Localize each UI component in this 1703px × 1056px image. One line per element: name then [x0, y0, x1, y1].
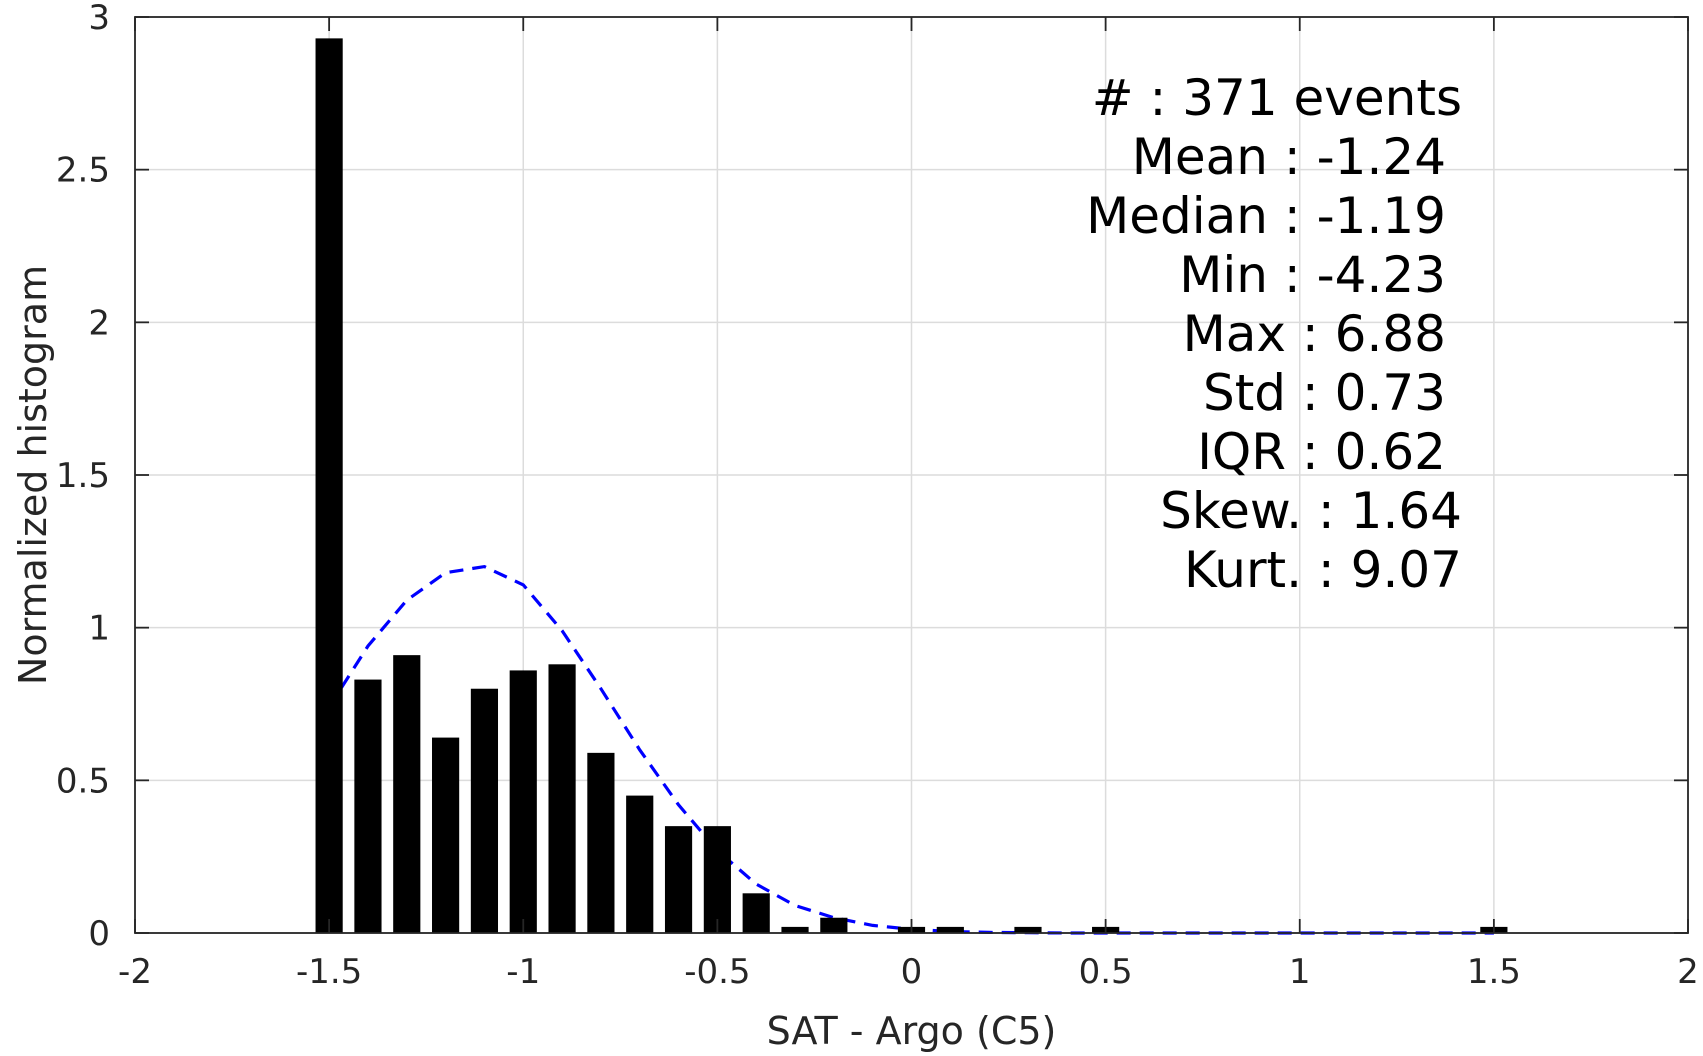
tick-labels: -2 -1.5 -1 -0.5 0 0.5 1 1.5 2 0 0.5 1 1.5 2 2.5 3: [56, 0, 1699, 992]
y-tick-label: 2: [88, 303, 110, 343]
histogram-bar: [742, 893, 770, 933]
x-tick-label: -0.5: [684, 952, 750, 992]
histogram-bar: [548, 664, 576, 933]
histogram-bar: [1014, 926, 1042, 933]
x-tick-label: -2: [118, 952, 152, 992]
stats-line-median: Median : -1.19: [1086, 187, 1446, 245]
histogram-bar: [509, 670, 537, 933]
x-tick-label: 0.5: [1079, 952, 1133, 992]
bars: [315, 38, 1508, 933]
histogram-bar: [354, 679, 382, 933]
histogram-bar: [626, 795, 654, 933]
stats-line-mean: Mean : -1.24: [1132, 128, 1446, 186]
stats-line-skew: Skew. : 1.64: [1160, 482, 1462, 540]
stats-line-min: Min : -4.23: [1179, 246, 1446, 304]
histogram-bar: [587, 752, 615, 933]
y-tick-label: 2.5: [56, 151, 110, 191]
histogram-bar: [820, 917, 848, 933]
x-tick-label: 2: [1677, 952, 1699, 992]
stats-line-count: # : 371 events: [1092, 69, 1462, 127]
axes: [134, 16, 1689, 934]
histogram-bar: [936, 926, 964, 933]
stats-line-max: Max : 6.88: [1183, 305, 1446, 363]
stats-line-kurt: Kurt. : 9.07: [1184, 541, 1462, 599]
x-axis-label: SAT - Argo (C5): [767, 1009, 1057, 1053]
y-tick-label: 1: [88, 609, 110, 649]
stats-annotation: # : 371 events Mean : -1.24 Median : -1.…: [1086, 69, 1462, 599]
histogram-bar: [781, 926, 809, 933]
x-tick-label: 1.5: [1467, 952, 1521, 992]
stats-line-iqr: IQR : 0.62: [1197, 423, 1446, 481]
y-tick-label: 3: [88, 0, 110, 38]
x-tick-label: -1.5: [296, 952, 362, 992]
histogram-bar: [393, 655, 421, 933]
x-tick-label: 1: [1289, 952, 1311, 992]
histogram-bar: [432, 737, 460, 933]
y-tick-label: 0.5: [56, 761, 110, 801]
x-tick-label: -1: [506, 952, 540, 992]
stats-line-std: Std : 0.73: [1203, 364, 1446, 422]
histogram-bar: [664, 826, 693, 933]
histogram-bar: [703, 826, 731, 933]
x-tick-label: 0: [901, 952, 923, 992]
y-tick-label: 0: [88, 914, 110, 954]
y-axis-label: Normalized histogram: [11, 265, 55, 685]
y-tick-label: 1.5: [56, 456, 110, 496]
histogram-bar: [470, 688, 499, 933]
histogram-bar: [315, 38, 343, 933]
